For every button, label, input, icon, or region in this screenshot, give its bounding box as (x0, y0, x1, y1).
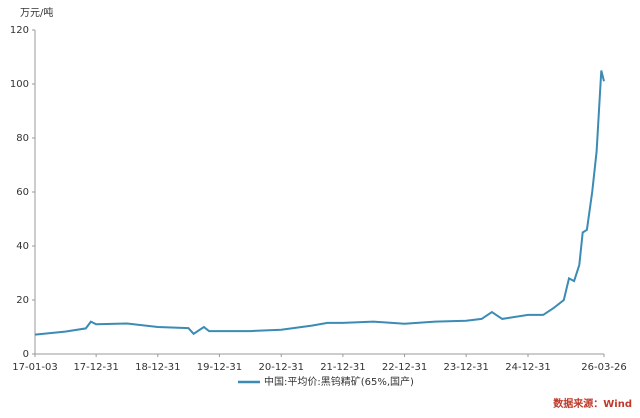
y-tick-label: 120 (10, 25, 29, 36)
x-tick-label: 23-12-31 (443, 362, 488, 373)
x-tick-label: 24-12-31 (505, 362, 550, 373)
y-unit: 万元/吨 (20, 6, 53, 19)
source: 数据来源：Wind (553, 397, 632, 410)
line (34, 70, 605, 336)
x-tick-label: 21-12-31 (320, 362, 365, 373)
x-tick-label: 20-12-31 (259, 362, 304, 373)
y-tick-label: 20 (16, 295, 29, 306)
legend-label: 中国:平均价:黑钨精矿(65%,国产) (264, 375, 414, 388)
y-tick-label: 40 (16, 241, 29, 252)
x-tick-label: 18-12-31 (135, 362, 180, 373)
x-tick-label: 26-03-26 (581, 362, 626, 373)
y-tick-label: 80 (16, 133, 29, 144)
y-tick-label: 60 (16, 187, 29, 198)
y-tick-label: 100 (10, 79, 29, 90)
x-tick-label: 17-12-31 (73, 362, 118, 373)
y-tick-label: 0 (23, 349, 29, 360)
x-tick-label: 17-01-03 (12, 362, 57, 373)
x-tick-label: 19-12-31 (197, 362, 242, 373)
x-tick-label: 22-12-31 (382, 362, 427, 373)
